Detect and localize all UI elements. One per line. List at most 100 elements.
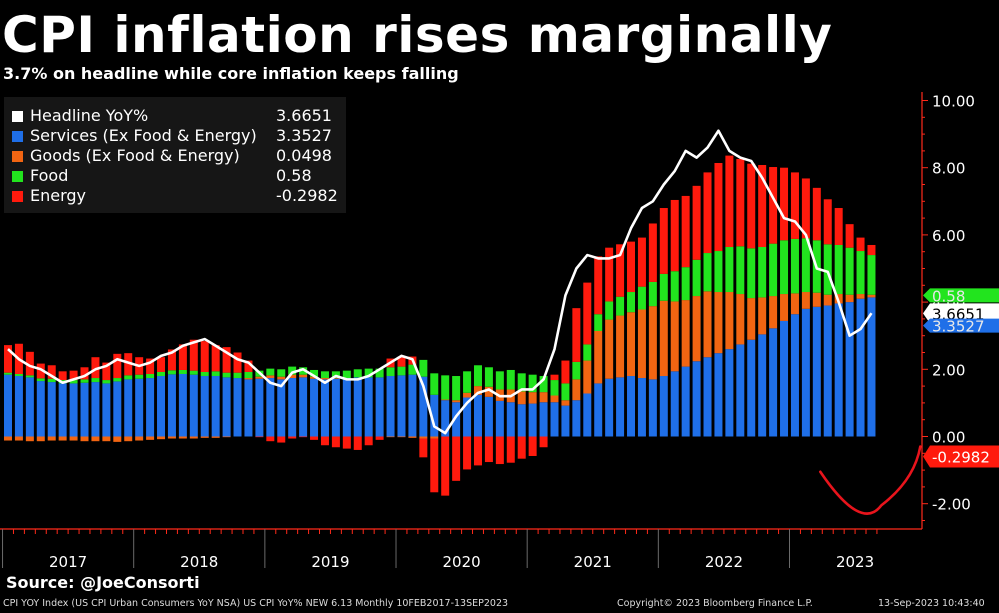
- bar-energy: [594, 256, 603, 315]
- bar-services: [375, 377, 384, 437]
- bar-food: [222, 372, 231, 378]
- x-tick-label: 2017: [49, 553, 87, 571]
- legend: Headline YoY% 3.6651 Services (Ex Food &…: [4, 97, 346, 213]
- bar-energy: [670, 199, 679, 272]
- bar-goods: [561, 400, 570, 406]
- bar-services: [714, 353, 723, 437]
- bar-food: [561, 383, 570, 401]
- bar-food: [627, 292, 636, 313]
- legend-value-energy: -0.2982: [276, 186, 338, 205]
- bar-goods: [310, 376, 319, 379]
- bar-services: [605, 378, 614, 437]
- bar-energy: [659, 208, 668, 274]
- bar-goods: [288, 374, 297, 379]
- bar-energy: [517, 436, 526, 459]
- bar-goods: [845, 294, 854, 303]
- bar-food: [4, 372, 12, 375]
- bar-energy: [452, 436, 461, 481]
- bar-services: [36, 381, 45, 437]
- bar-goods: [725, 292, 734, 350]
- bar-energy: [769, 167, 778, 244]
- bar-food: [452, 376, 461, 401]
- bar-food: [637, 286, 646, 310]
- bar-services: [364, 377, 373, 437]
- x-tick-label: 2023: [836, 553, 874, 571]
- bar-goods: [157, 436, 166, 440]
- bar-energy: [58, 371, 67, 381]
- bar-energy: [484, 436, 493, 463]
- bar-energy: [463, 436, 472, 470]
- bar-services: [408, 374, 417, 437]
- bar-food: [441, 375, 450, 400]
- bar-services: [58, 383, 67, 437]
- highlight-arc: [818, 445, 922, 515]
- bar-energy: [845, 224, 854, 248]
- bar-energy: [299, 436, 308, 438]
- bar-food: [856, 251, 865, 295]
- bar-services: [299, 377, 308, 437]
- bar-goods: [430, 436, 439, 439]
- bar-services: [616, 377, 625, 437]
- bar-energy: [167, 349, 176, 371]
- y-tick-label: 8.00: [932, 160, 965, 178]
- bar-energy: [277, 436, 286, 443]
- value-tag-text-energy: -0.2982: [932, 449, 990, 467]
- legend-value-headline: 3.6651: [276, 106, 332, 125]
- bar-services: [659, 376, 668, 437]
- bar-goods: [572, 379, 581, 401]
- value-tag-bg-headline: [923, 303, 999, 324]
- bar-food: [506, 369, 515, 390]
- bar-services: [452, 402, 461, 437]
- bar-services: [758, 334, 767, 437]
- bar-energy: [616, 244, 625, 297]
- bar-services: [725, 349, 734, 437]
- bar-energy: [320, 436, 329, 446]
- bar-food: [681, 267, 690, 301]
- bar-goods: [473, 386, 482, 395]
- bar-services: [801, 308, 810, 437]
- bar-services: [167, 374, 176, 437]
- footer-timestamp: 13-Sep-2023 10:43:40: [878, 598, 985, 609]
- legend-name-services: Services (Ex Food & Energy): [30, 126, 257, 145]
- bar-food: [200, 371, 209, 377]
- bar-goods: [408, 436, 417, 438]
- bar-goods: [463, 392, 472, 398]
- bar-services: [430, 394, 439, 437]
- bar-energy: [539, 436, 548, 448]
- bar-services: [200, 376, 209, 437]
- x-axis: 2017 2018 2019 2020 2021 2022 2023: [0, 528, 922, 571]
- legend-value-goods: 0.0498: [276, 146, 332, 165]
- bar-goods: [277, 376, 286, 380]
- bar-services: [146, 378, 155, 437]
- bar-goods: [167, 436, 176, 439]
- value-tag-bg-energy: [923, 445, 999, 468]
- bar-goods: [397, 436, 406, 438]
- bar-food: [386, 367, 395, 377]
- y-tick-label: 2.00: [932, 361, 965, 379]
- legend-value-services: 3.3527: [276, 126, 332, 145]
- bar-goods: [441, 399, 450, 401]
- bar-energy: [495, 436, 504, 465]
- bar-energy: [572, 308, 581, 362]
- bar-goods: [80, 436, 89, 442]
- legend-name-goods: Goods (Ex Food & Energy): [30, 146, 240, 165]
- bar-services: [539, 402, 548, 437]
- bar-energy: [80, 367, 89, 380]
- bar-food: [419, 359, 428, 377]
- chart-canvas: 2017 2018 2019 2020 2021 2022 2023 -2.00 0.00 2.…: [0, 92, 999, 571]
- legend-swatch-energy: [12, 191, 23, 202]
- bar-services: [47, 382, 56, 437]
- bar-food: [331, 371, 340, 379]
- bar-food: [146, 374, 155, 379]
- bar-goods: [320, 378, 329, 380]
- bar-services: [648, 379, 657, 437]
- bar-energy: [506, 436, 515, 463]
- bar-goods: [36, 436, 45, 442]
- bar-food: [408, 364, 417, 375]
- x-tick-label: 2019: [311, 553, 349, 571]
- bar-goods: [550, 395, 559, 403]
- bar-services: [790, 314, 799, 437]
- bar-services: [353, 377, 362, 437]
- bar-energy: [255, 436, 264, 438]
- bar-energy: [397, 356, 406, 367]
